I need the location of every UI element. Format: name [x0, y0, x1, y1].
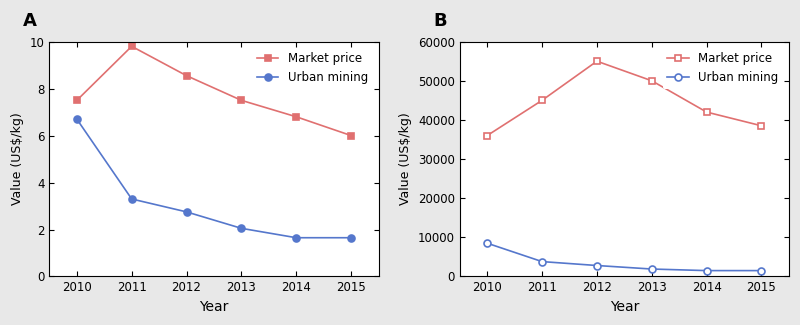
Market price	[482, 134, 492, 137]
Line: Market price: Market price	[74, 43, 354, 139]
Urban mining	[757, 269, 766, 273]
Market price	[592, 59, 602, 63]
Market price	[182, 74, 191, 78]
Market price	[237, 98, 246, 102]
Urban mining	[291, 236, 301, 240]
Market price	[647, 79, 657, 83]
Urban mining	[237, 227, 246, 230]
Market price	[702, 110, 711, 114]
Text: A: A	[23, 12, 37, 30]
Market price	[538, 98, 547, 102]
Legend: Market price, Urban mining: Market price, Urban mining	[252, 47, 373, 89]
Market price	[757, 124, 766, 128]
Market price	[346, 134, 356, 137]
Market price	[291, 115, 301, 119]
Line: Market price: Market price	[484, 58, 765, 139]
Market price	[127, 45, 137, 48]
X-axis label: Year: Year	[610, 300, 639, 314]
Y-axis label: Value (US$/kg): Value (US$/kg)	[11, 113, 24, 205]
Urban mining	[72, 117, 82, 121]
Line: Urban mining: Urban mining	[484, 240, 765, 274]
Market price	[72, 98, 82, 102]
Line: Urban mining: Urban mining	[74, 116, 354, 241]
Urban mining	[127, 197, 137, 201]
Urban mining	[482, 241, 492, 245]
Urban mining	[538, 260, 547, 264]
Text: B: B	[434, 12, 447, 30]
Legend: Market price, Urban mining: Market price, Urban mining	[662, 47, 783, 89]
X-axis label: Year: Year	[199, 300, 229, 314]
Urban mining	[592, 264, 602, 267]
Urban mining	[647, 267, 657, 271]
Urban mining	[702, 269, 711, 273]
Urban mining	[182, 210, 191, 214]
Urban mining	[346, 236, 356, 240]
Y-axis label: Value (US$/kg): Value (US$/kg)	[399, 113, 412, 205]
